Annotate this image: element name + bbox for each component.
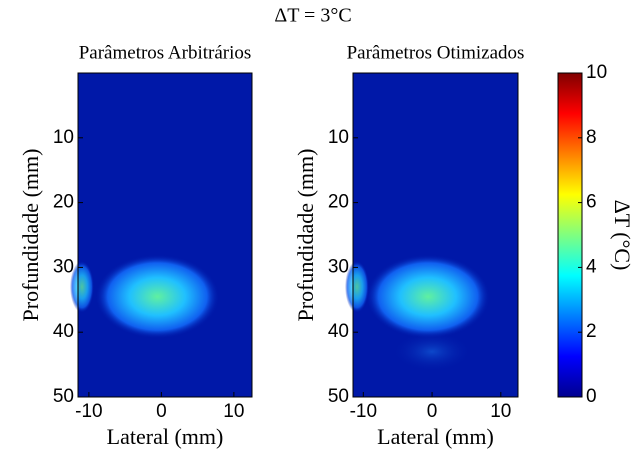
heatmap-hotspot (70, 254, 220, 339)
x-tick-label: 0 (156, 401, 167, 422)
y-axis-label: Profundidade (mm) (293, 149, 318, 322)
hotspot (392, 331, 473, 372)
panel-title: Parâmetros Otimizados (347, 42, 525, 63)
y-tick-label: 30 (328, 256, 349, 277)
colorbar-label: ΔT (°C) (610, 200, 635, 271)
colorbar-tick-label: 0 (586, 386, 597, 407)
x-tick-label: -10 (75, 401, 102, 422)
figure-title: ΔT = 3°C (274, 5, 351, 27)
panel-title: Parâmetros Arbitrários (79, 42, 252, 63)
plot-frame (352, 72, 519, 398)
colorbar-tick-label: 4 (586, 256, 597, 277)
colorbar-tick-label: 2 (586, 321, 597, 342)
x-tick-label: 10 (490, 401, 511, 422)
y-tick-label: 50 (53, 386, 74, 407)
y-tick-label: 10 (328, 127, 349, 148)
y-tick-label: 20 (53, 192, 74, 213)
y-tick-label: 40 (53, 321, 74, 342)
hotspot (366, 254, 491, 339)
y-axis-label: Profundidade (mm) (18, 149, 43, 322)
x-tick-label: 10 (223, 401, 244, 422)
colorbar-tick-label: 8 (586, 127, 597, 148)
x-axis-label: Lateral (mm) (107, 424, 224, 449)
x-tick-label: 0 (427, 401, 438, 422)
colorbar-tick-label: 6 (586, 192, 597, 213)
hotspot (345, 260, 369, 313)
plot-frame (77, 72, 253, 398)
y-tick-label: 20 (328, 192, 349, 213)
x-axis-label: Lateral (mm) (377, 424, 494, 449)
y-tick-label: 10 (53, 127, 74, 148)
colorbar-tick-label: 10 (586, 62, 607, 83)
x-tick-label: -10 (350, 401, 377, 422)
hotspot (70, 260, 94, 313)
y-tick-label: 30 (53, 256, 74, 277)
heatmap-hotspot (345, 254, 491, 372)
colorbar (557, 72, 583, 398)
hotspot (95, 254, 220, 339)
y-tick-label: 50 (328, 386, 349, 407)
y-tick-label: 40 (328, 321, 349, 342)
heatmap-background (78, 73, 252, 397)
